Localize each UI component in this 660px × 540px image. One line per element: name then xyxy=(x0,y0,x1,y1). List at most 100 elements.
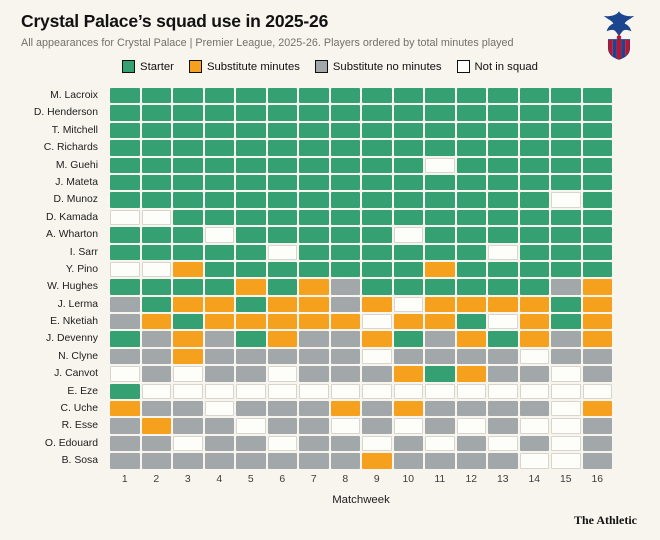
grid-cell xyxy=(582,227,612,243)
grid-cell xyxy=(393,348,423,365)
grid-cell xyxy=(110,122,140,139)
x-tick: 2 xyxy=(153,473,160,485)
grid-cell xyxy=(456,296,486,313)
grid-cell xyxy=(330,435,360,452)
grid-cell xyxy=(330,244,360,260)
squad-row: Y. Pino xyxy=(20,261,612,278)
squad-row: D. Henderson xyxy=(20,105,612,121)
grid-cell xyxy=(456,435,486,452)
grid-cell xyxy=(393,244,423,260)
grid-cell xyxy=(551,122,581,139)
squad-row: J. Lerma xyxy=(20,296,612,313)
grid-cell xyxy=(204,140,234,156)
grid-cell xyxy=(582,88,612,104)
grid-cell xyxy=(393,122,423,139)
grid-cell xyxy=(173,348,203,365)
grid-cell xyxy=(393,192,423,208)
grid-cell xyxy=(582,366,612,382)
grid-cell xyxy=(488,105,518,121)
grid-cell xyxy=(456,331,486,347)
grid-cell xyxy=(299,122,329,139)
grid-cell xyxy=(141,244,171,260)
grid-cell xyxy=(204,122,234,139)
grid-cell xyxy=(425,366,455,382)
grid-cell xyxy=(551,140,581,156)
grid-cell xyxy=(425,227,455,243)
squad-row: N. Clyne xyxy=(20,348,612,365)
grid-cell xyxy=(110,296,140,313)
grid-cell xyxy=(582,122,612,139)
grid-cell xyxy=(236,227,266,243)
x-tick: 6 xyxy=(279,473,286,485)
grid-cell xyxy=(519,261,549,278)
grid-cell xyxy=(204,157,234,173)
grid-cell xyxy=(456,348,486,365)
grid-cell xyxy=(362,174,392,191)
grid-cell xyxy=(110,105,140,121)
grid-cell xyxy=(456,88,486,104)
the-athletic-logo: The Athletic xyxy=(574,513,637,527)
player-label: B. Sosa xyxy=(61,455,98,467)
grid-cell xyxy=(267,383,297,400)
grid-cell xyxy=(173,279,203,295)
grid-cell xyxy=(456,383,486,400)
grid-cell xyxy=(551,366,581,382)
player-label: J. Mateta xyxy=(55,176,98,188)
grid-cell xyxy=(173,157,203,173)
grid-cell xyxy=(330,279,360,295)
grid-cell xyxy=(141,418,171,434)
grid-cell xyxy=(456,227,486,243)
grid-cell xyxy=(393,140,423,156)
grid-cell xyxy=(267,88,297,104)
substitute-no-minutes-swatch-icon xyxy=(314,60,328,73)
grid-cell xyxy=(299,331,329,347)
grid-cell xyxy=(330,314,360,330)
grid-cell xyxy=(236,383,266,400)
grid-cell xyxy=(551,453,581,469)
grid-cell xyxy=(582,244,612,260)
grid-cell xyxy=(362,279,392,295)
grid-cell xyxy=(551,296,581,313)
grid-cell xyxy=(393,88,423,104)
grid-cell xyxy=(582,453,612,469)
grid-cell xyxy=(519,105,549,121)
grid-cell xyxy=(519,296,549,313)
grid-cell xyxy=(173,418,203,434)
x-tick: 4 xyxy=(216,473,223,485)
x-tick: 12 xyxy=(465,473,478,485)
grid-cell xyxy=(299,314,329,330)
grid-cell xyxy=(551,105,581,121)
grid-cell xyxy=(330,209,360,226)
grid-cell xyxy=(582,418,612,434)
grid-cell xyxy=(267,209,297,226)
grid-cell xyxy=(110,331,140,347)
grid-cell xyxy=(393,314,423,330)
grid-cell xyxy=(236,401,266,417)
grid-cell xyxy=(110,88,140,104)
x-tick: 10 xyxy=(402,473,415,485)
grid-cell xyxy=(204,174,234,191)
legend-label: Starter xyxy=(140,60,174,73)
grid-cell xyxy=(141,105,171,121)
x-tick: 9 xyxy=(373,473,380,485)
grid-cell xyxy=(204,296,234,313)
legend-label: Substitute no minutes xyxy=(332,60,442,73)
grid-cell xyxy=(582,105,612,121)
grid-cell xyxy=(267,401,297,417)
grid-cell xyxy=(173,140,203,156)
x-tick: 7 xyxy=(310,473,317,485)
grid-cell xyxy=(551,331,581,347)
grid-cell xyxy=(488,296,518,313)
grid-cell xyxy=(236,279,266,295)
grid-cell xyxy=(330,348,360,365)
grid-cell xyxy=(362,383,392,400)
grid-cell xyxy=(330,122,360,139)
squad-row: T. Mitchell xyxy=(20,122,612,139)
legend-item-starter: Starter xyxy=(122,60,174,73)
grid-cell xyxy=(141,157,171,173)
grid-cell xyxy=(330,418,360,434)
grid-cell xyxy=(267,435,297,452)
grid-cell xyxy=(362,453,392,469)
squad-row: C. Uche xyxy=(20,401,612,417)
grid-cell xyxy=(173,296,203,313)
